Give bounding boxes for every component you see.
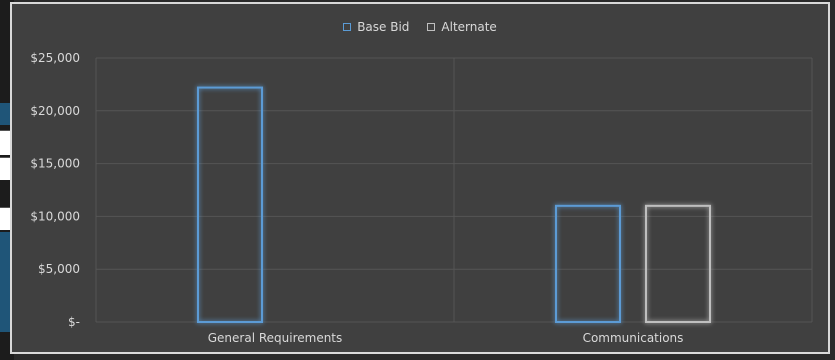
bar-base-bid[interactable] [197, 86, 263, 324]
x-category-label: Communications [583, 331, 684, 345]
y-tick-label: $25,000 [30, 51, 80, 65]
chart-container[interactable]: Base Bid Alternate $- $5,000 $10,000 $15,00… [10, 2, 830, 354]
bar-base-bid[interactable] [555, 204, 621, 323]
y-tick-label: $15,000 [30, 157, 80, 171]
legend-label-base-bid: Base Bid [357, 20, 410, 34]
legend-item-base-bid[interactable]: Base Bid [343, 20, 409, 34]
x-category-label: General Requirements [208, 331, 343, 345]
sheet-header-band [0, 232, 12, 332]
bar-alternate[interactable] [645, 204, 711, 323]
sheet-header-band [0, 103, 12, 125]
legend-swatch-base-bid [343, 23, 352, 31]
sheet-cell[interactable] [0, 130, 12, 155]
sheet-cell[interactable] [0, 157, 12, 180]
legend-item-alternate[interactable]: Alternate [427, 20, 497, 34]
plot-area: $- $5,000 $10,000 $15,000 $20,000 $25,000 Gene… [30, 51, 813, 345]
legend-label-alternate: Alternate [441, 20, 497, 34]
y-tick-label: $5,000 [38, 262, 80, 276]
legend-swatch-alternate [427, 23, 436, 31]
y-tick-label: $10,000 [30, 209, 80, 223]
y-tick-label: $20,000 [30, 104, 80, 118]
sheet-cell[interactable] [0, 207, 12, 230]
chart-legend: Base Bid Alternate [12, 20, 828, 34]
y-tick-label: $- [68, 315, 80, 329]
